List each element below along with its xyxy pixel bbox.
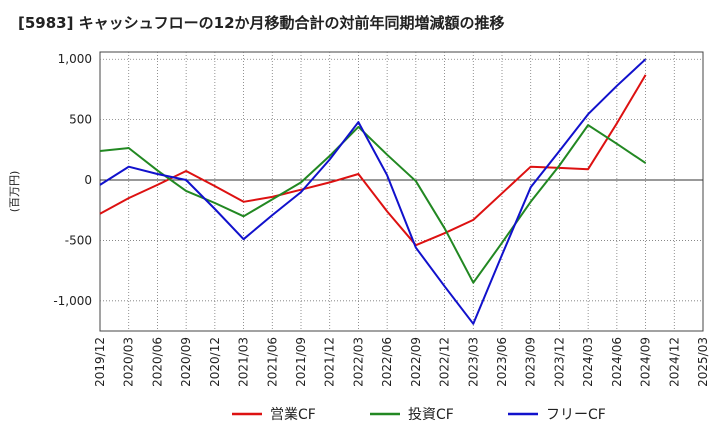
- series-line-営業CF: [99, 74, 647, 247]
- x-tick-label: 2019/12: [93, 337, 107, 387]
- x-tick-label: 2022/12: [438, 337, 452, 387]
- y-tick-label: 0: [84, 173, 92, 187]
- y-tick-label: -500: [65, 233, 92, 247]
- x-tick-label: 2023/06: [495, 337, 509, 387]
- x-tick-label: 2021/09: [294, 337, 308, 387]
- x-tick-label: 2020/12: [208, 337, 222, 387]
- x-tick-label: 2023/03: [466, 337, 480, 387]
- y-tick-label: 500: [69, 113, 92, 127]
- plot-area: [99, 51, 704, 332]
- legend-label: 投資CF: [408, 407, 454, 423]
- series-line-フリーCF: [99, 58, 647, 325]
- x-tick-label: 2021/12: [323, 337, 337, 387]
- x-tick-label: 2022/09: [409, 337, 423, 387]
- x-tick-label: 2022/06: [380, 337, 394, 387]
- legend-item: 投資CF: [370, 407, 454, 423]
- x-tick-label: 2021/03: [237, 337, 251, 387]
- x-tick-label: 2024/12: [667, 337, 681, 387]
- x-tick-label: 2024/03: [581, 337, 595, 387]
- x-tick-label: 2020/03: [122, 337, 136, 387]
- chart-title: [5983] キャッシュフローの12か月移動合計の対前年同期増減額の推移: [18, 14, 505, 32]
- legend-label: フリーCF: [546, 407, 606, 423]
- x-tick-label: 2025/03: [696, 337, 710, 387]
- legend-item: フリーCF: [508, 407, 606, 423]
- y-tick-label: 1,000: [58, 52, 92, 66]
- x-tick-label: 2021/06: [265, 337, 279, 387]
- series-line-投資CF: [99, 124, 647, 284]
- x-tick-label: 2023/12: [552, 337, 566, 387]
- x-tick-label: 2020/06: [150, 337, 164, 387]
- y-tick-label: -1,000: [53, 294, 92, 308]
- x-tick-label: 2024/06: [610, 337, 624, 387]
- x-tick-label: 2024/09: [639, 337, 653, 387]
- x-tick-label: 2023/09: [524, 337, 538, 387]
- legend-label: 営業CF: [270, 407, 316, 423]
- y-axis-label: (百万円): [8, 171, 21, 213]
- legend-item: 営業CF: [232, 407, 316, 423]
- x-tick-label: 2022/03: [351, 337, 365, 387]
- x-tick-label: 2020/09: [179, 337, 193, 387]
